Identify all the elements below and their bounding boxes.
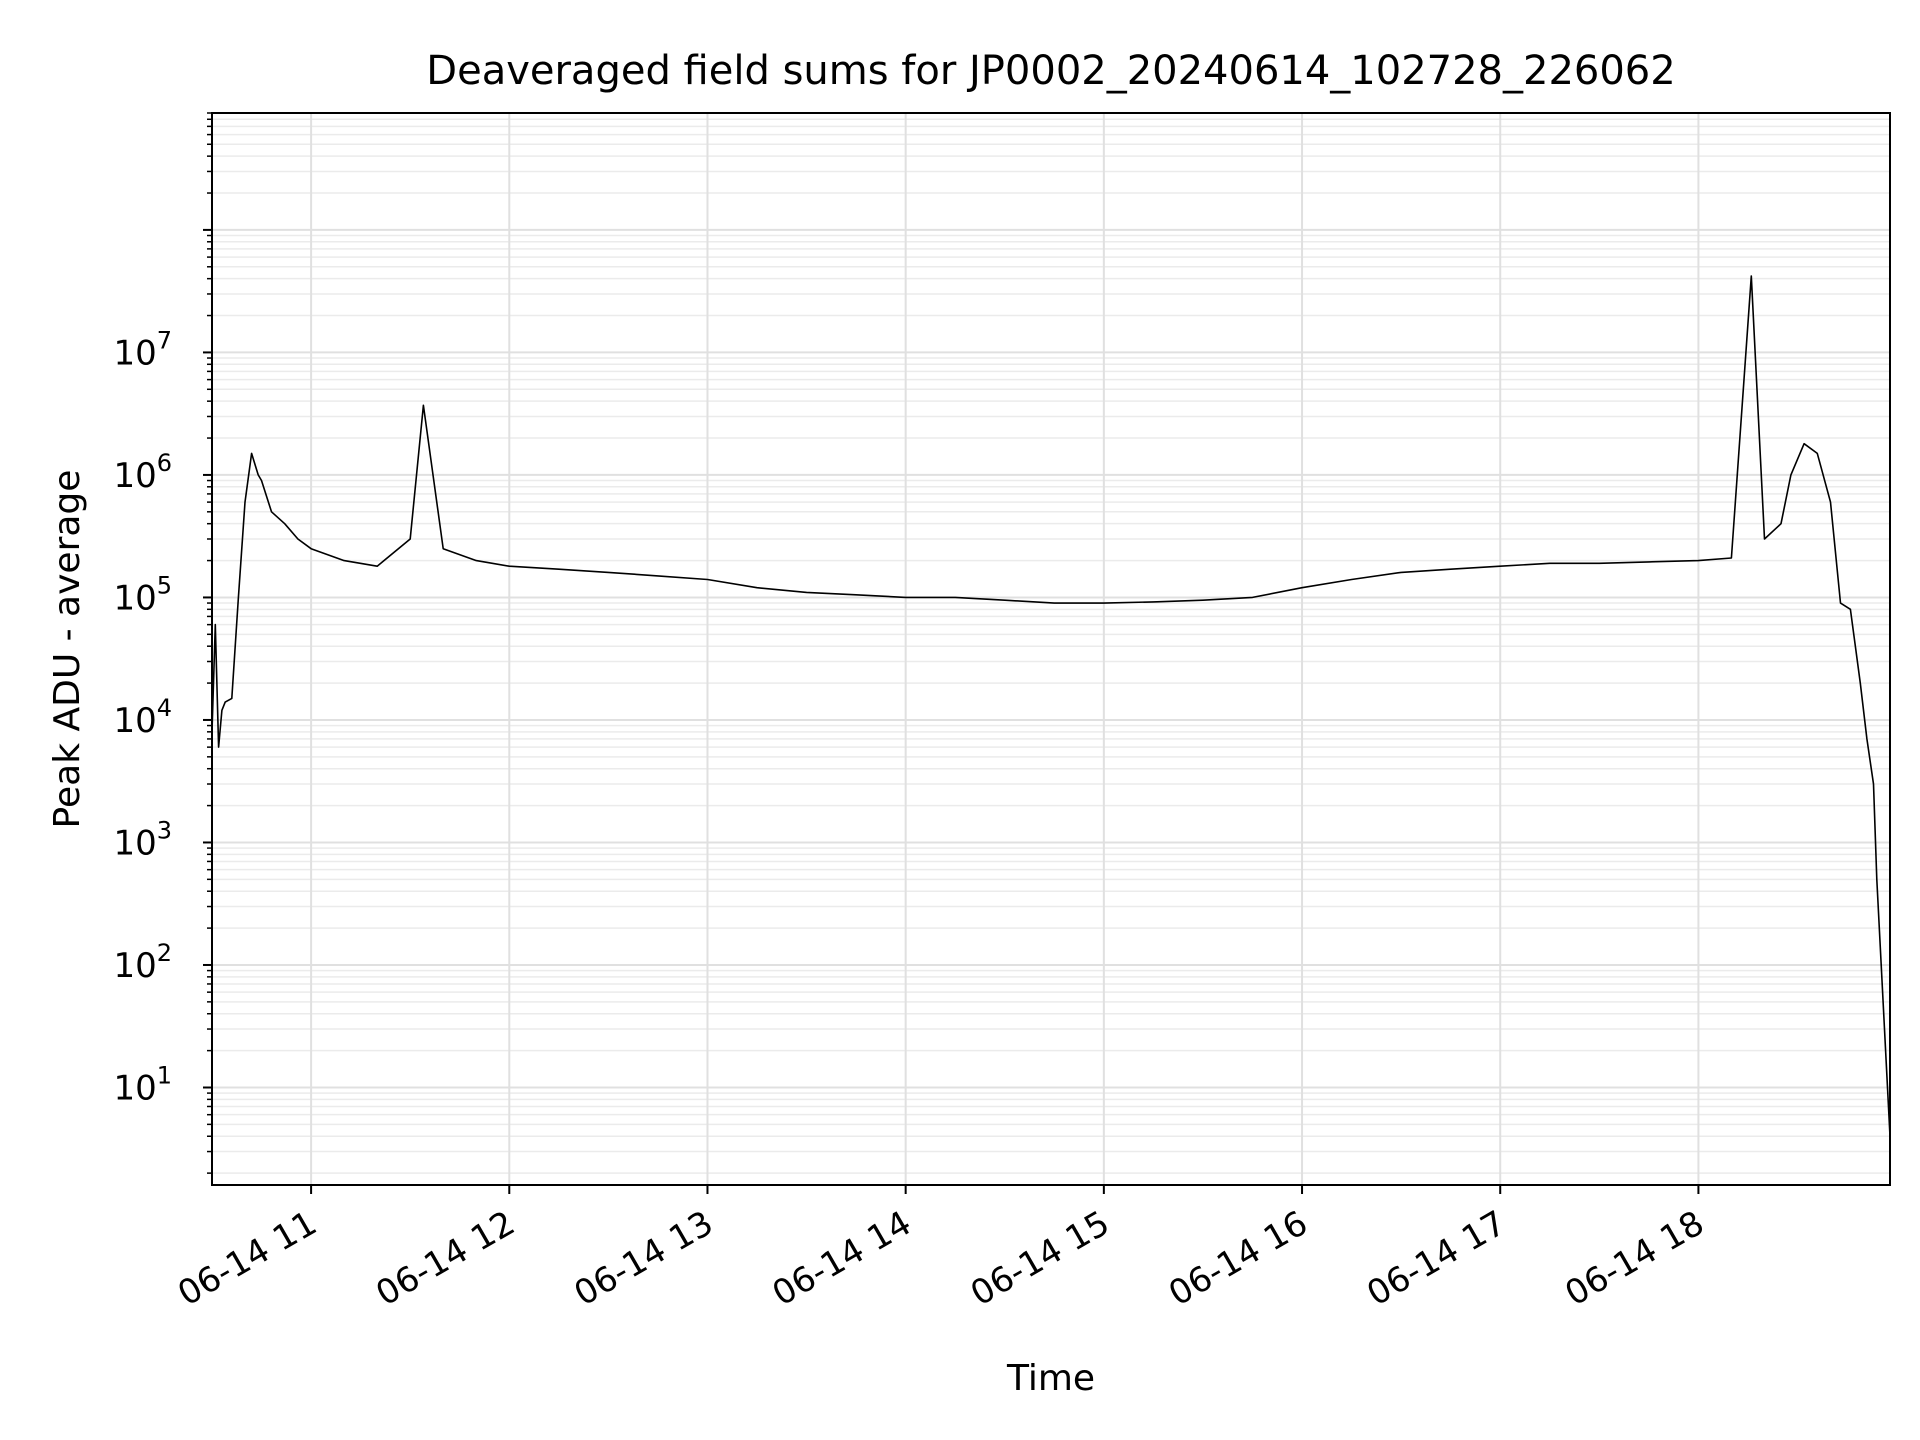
y-tick-label: 101: [113, 1061, 172, 1108]
y-tick-label: 102: [113, 939, 172, 986]
plot-area: [212, 113, 1890, 1185]
grid: [212, 112, 1890, 1185]
y-tick-base: 10: [113, 946, 156, 986]
series-layer: [211, 275, 1891, 1137]
y-tick-label: 103: [113, 816, 172, 863]
y-tick-exponent: 3: [157, 816, 172, 844]
y-tick-exponent: 6: [157, 449, 172, 477]
y-tick-base: 10: [113, 333, 156, 373]
y-tick-label: 105: [113, 571, 172, 618]
y-tick-exponent: 2: [157, 939, 172, 967]
y-tick-exponent: 1: [157, 1061, 172, 1089]
y-tick-exponent: 7: [157, 326, 172, 354]
series-line: [211, 275, 1891, 1137]
y-tick-base: 10: [113, 578, 156, 618]
chart-title: Deaveraged field sums for JP0002_2024061…: [426, 48, 1675, 94]
y-tick-base: 10: [113, 1068, 156, 1108]
y-tick-label: 104: [113, 694, 172, 741]
y-tick-label: 106: [113, 449, 172, 496]
x-axis-label: Time: [1006, 1358, 1095, 1399]
y-tick-label: 107: [113, 326, 172, 373]
y-tick-base: 10: [113, 701, 156, 741]
y-tick-exponent: 4: [157, 694, 172, 722]
y-tick-exponent: 5: [157, 571, 172, 599]
y-axis-label: Peak ADU - average: [47, 470, 88, 829]
plot-frame: [211, 112, 1891, 1186]
y-tick-base: 10: [113, 823, 156, 863]
y-tick-base: 10: [113, 456, 156, 496]
